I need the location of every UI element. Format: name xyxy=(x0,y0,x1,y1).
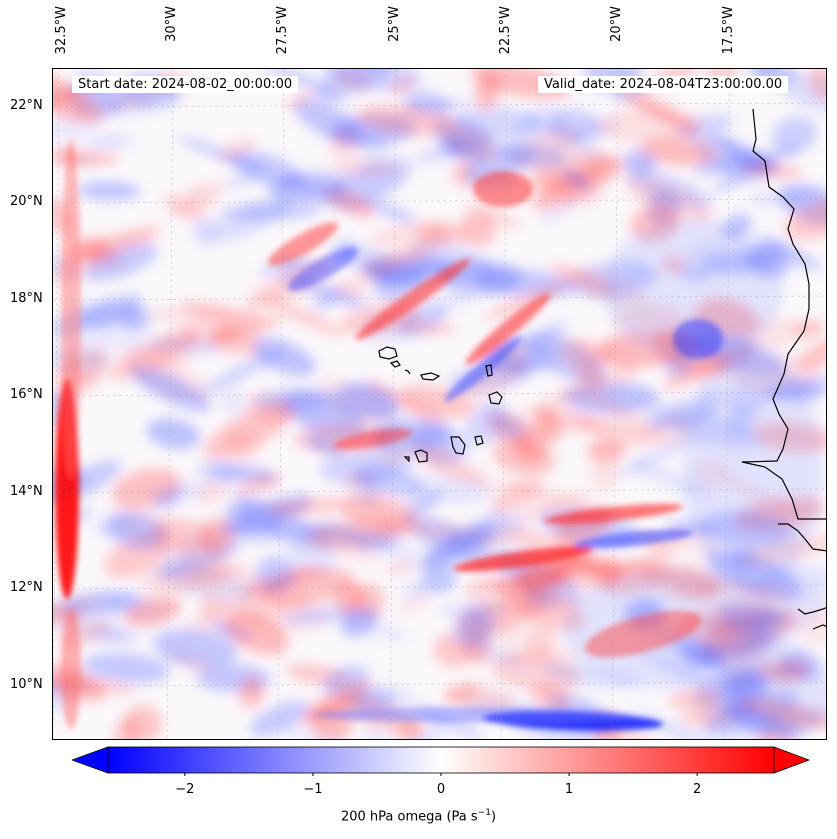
colorbar-label: 200 hPa omega (Pa s−1) xyxy=(340,808,497,825)
west-africa-coastline xyxy=(741,108,826,520)
colorbar-body xyxy=(107,746,775,774)
guinea-coast xyxy=(797,607,826,615)
meridian-gridline xyxy=(389,69,397,739)
lat-label: 16°N xyxy=(10,387,43,402)
map-panel xyxy=(52,68,827,740)
lat-label: 10°N xyxy=(10,677,43,692)
meridian-gridline xyxy=(723,69,731,739)
lon-label: 32.5°W xyxy=(54,6,69,55)
lon-label: 22.5°W xyxy=(498,6,513,55)
colorbar xyxy=(72,746,810,776)
colorbar-tick-label: −1 xyxy=(303,782,323,797)
valid-date-label: Valid_date: 2024-08-04T23:00:00.00 xyxy=(538,76,789,93)
lon-label: 17.5°W xyxy=(721,6,736,55)
omega-field-map xyxy=(53,69,826,739)
island-maio xyxy=(474,435,484,446)
island-santo-antao xyxy=(378,346,398,360)
colorbar-tick-label: 0 xyxy=(436,782,446,797)
island-sal xyxy=(485,364,493,377)
meridian-gridline xyxy=(166,69,174,739)
colorbar-tick-label: 2 xyxy=(693,782,702,797)
lon-label: 27.5°W xyxy=(275,6,290,55)
meridian-gridline xyxy=(53,69,60,739)
meridian-gridline xyxy=(277,69,285,739)
lon-label: 25°W xyxy=(387,6,402,42)
island-santiago xyxy=(450,436,466,455)
colorbar-right-extend xyxy=(773,746,810,774)
meridian-gridline xyxy=(500,69,508,739)
lon-label: 20°W xyxy=(609,6,624,42)
island-brava xyxy=(403,456,410,463)
lat-label: 18°N xyxy=(10,291,43,306)
colorbar-tick-label: 1 xyxy=(564,782,574,797)
island-santa-luzia xyxy=(404,369,411,375)
lat-label: 22°N xyxy=(10,98,43,113)
island-boa-vista xyxy=(488,391,503,405)
guinea-bissau-coast xyxy=(778,523,826,552)
lon-label: 30°W xyxy=(164,6,179,42)
meridian-gridline xyxy=(611,69,619,739)
island-fogo xyxy=(414,449,428,463)
start-date-label: Start date: 2024-08-02_00:00:00 xyxy=(72,76,299,93)
lat-label: 12°N xyxy=(10,580,43,595)
island-sao-vicente xyxy=(389,360,401,368)
colorbar-tick-label: −2 xyxy=(175,782,195,797)
island-sao-nicolau xyxy=(420,372,441,381)
lat-label: 20°N xyxy=(10,194,43,209)
colorbar-left-extend xyxy=(72,746,109,774)
sierra-leone-coast xyxy=(812,624,826,630)
lat-label: 14°N xyxy=(10,484,43,499)
